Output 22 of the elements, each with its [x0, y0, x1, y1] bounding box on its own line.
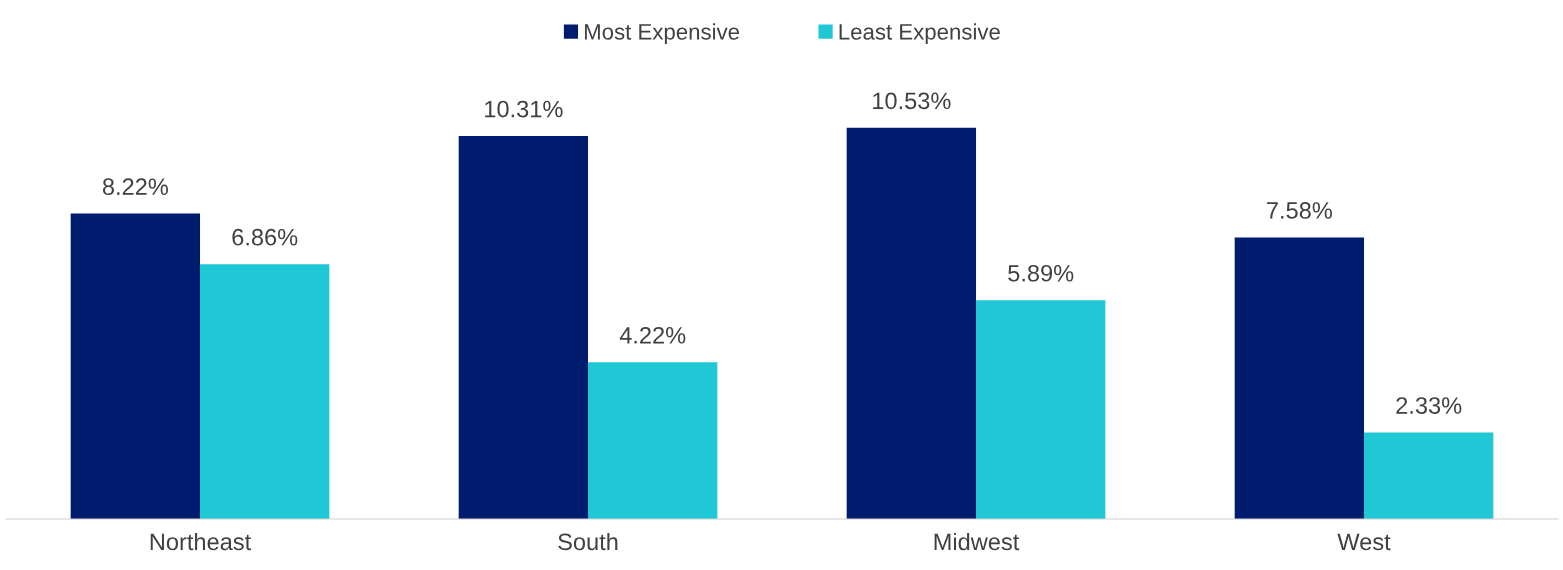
bar [1234, 237, 1365, 519]
bar [70, 213, 201, 519]
data-label: 4.22% [619, 326, 686, 344]
data-label: 10.31% [485, 100, 563, 118]
x-tick-label: Midwest [934, 532, 1020, 551]
data-label: 6.86% [232, 228, 298, 246]
data-label: 10.53% [873, 92, 951, 110]
x-tick-label: West [1337, 533, 1391, 551]
bar [976, 300, 1106, 519]
data-label: 2.33% [1396, 397, 1462, 414]
data-label: 5.89% [1008, 264, 1074, 282]
data-label: 7.58% [1267, 202, 1332, 219]
bar [200, 264, 330, 519]
data-label: 8.22% [102, 178, 168, 196]
legend-label: Least Expensive [839, 23, 1000, 45]
x-tick-label: South [558, 532, 618, 551]
bar [846, 127, 977, 519]
bar [588, 362, 718, 519]
bar [458, 135, 589, 519]
legend-label: Most Expensive [584, 23, 740, 45]
x-tick-label: Northeast [150, 532, 252, 551]
bar [1364, 432, 1494, 519]
